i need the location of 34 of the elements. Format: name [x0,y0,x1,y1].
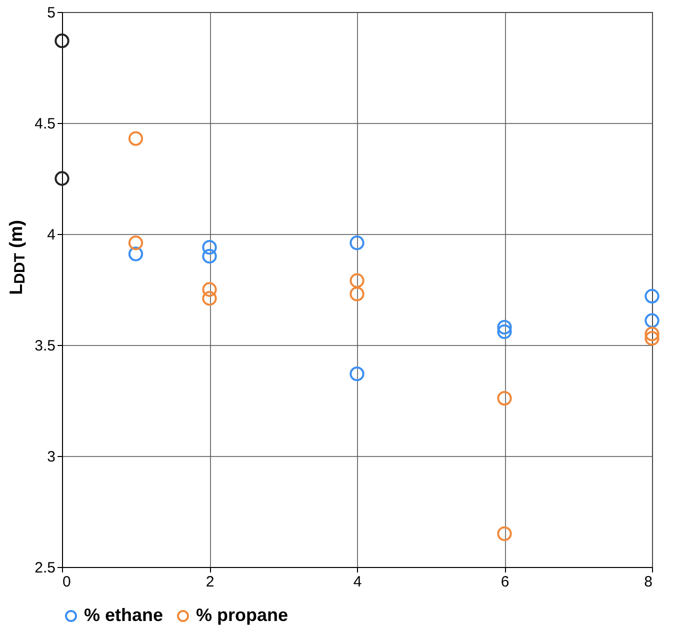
point [128,246,143,262]
point [202,240,216,255]
point [202,248,216,264]
legend-label: % propane [196,605,288,625]
point [496,324,512,339]
x-tick-label: 2 [205,574,214,590]
point [349,366,364,382]
point [54,171,69,186]
point [349,273,364,288]
y-tick-label: 3.5 [34,338,56,354]
point [496,526,512,542]
x-tick-label: 8 [644,574,652,590]
point [128,236,143,250]
point [644,331,659,346]
point [496,320,512,335]
point [349,286,364,302]
point [644,326,659,342]
y-tick-label: 5 [46,4,56,22]
x-tick-label: 4 [352,574,362,590]
point [644,313,659,328]
legend-label: % ethane [84,605,163,625]
point [644,288,659,304]
y-tick-label: 4.5 [34,116,56,132]
point [349,236,364,250]
y-tick-label: 3 [46,448,56,466]
y-tick-label: 4 [46,226,56,244]
point [496,390,512,406]
point [202,282,216,297]
point [202,291,216,306]
point [54,34,69,48]
y-tick-label: 2.5 [34,560,56,576]
point [128,131,143,146]
x-tick-label: 0 [62,574,70,590]
x-tick-label: 6 [500,574,509,590]
